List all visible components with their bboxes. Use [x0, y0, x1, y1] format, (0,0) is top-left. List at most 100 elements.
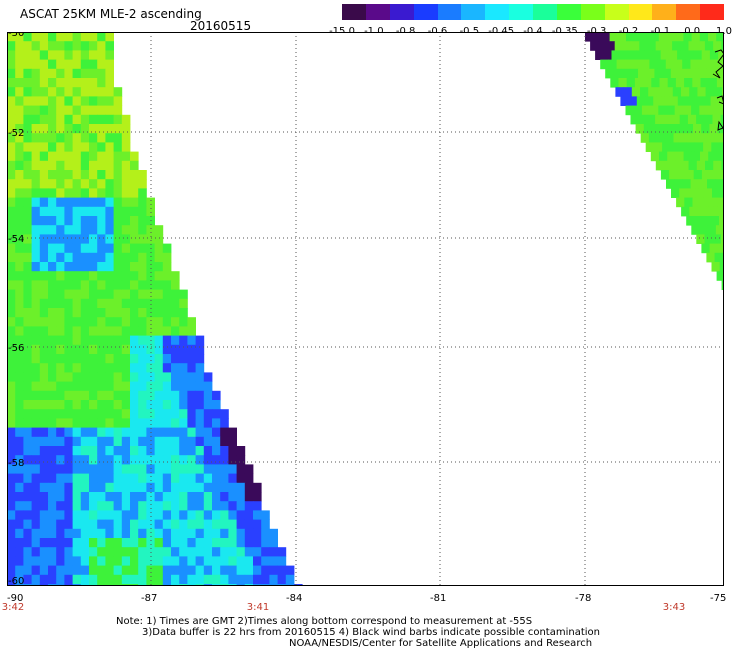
swath-cell: [56, 225, 65, 235]
swath-cell: [48, 455, 57, 465]
colorbar-segment: [365, 4, 390, 20]
swath-cell: [56, 344, 65, 355]
swath-cell: [113, 510, 123, 520]
swath-cell: [121, 372, 131, 382]
swath-cell: [130, 326, 139, 336]
swath-cell: [64, 105, 73, 116]
swath-cell: [121, 298, 131, 309]
swath-cell: [15, 243, 24, 254]
swath-cell: [680, 41, 689, 51]
swath-cell: [146, 262, 155, 272]
swath-cell: [89, 436, 98, 447]
swath-cell: [23, 78, 32, 88]
swath-cell: [23, 492, 32, 502]
swath-cell: [138, 482, 147, 493]
swath-cell: [619, 50, 629, 60]
swath-cell: [89, 252, 98, 263]
swath-cell: [64, 381, 73, 392]
swath-cell: [7, 528, 16, 539]
swath-cell: [228, 510, 237, 520]
swath-cell: [72, 50, 82, 60]
swath-cell: [89, 197, 98, 208]
swath-cell: [653, 96, 662, 106]
swath-cell: [80, 317, 90, 327]
swath-cell: [39, 105, 49, 116]
swath-cell: [15, 390, 24, 401]
swath-cell: [154, 482, 164, 493]
swath-cell: [97, 427, 106, 438]
swath-cell: [56, 124, 65, 134]
swath-cell: [31, 133, 41, 143]
swath-cell: [7, 262, 16, 272]
swath-cell: [56, 78, 65, 88]
swath-cell: [97, 482, 106, 493]
swath-cell: [664, 87, 674, 97]
swath-cell: [212, 547, 221, 557]
swath-cell: [39, 556, 49, 566]
swath-cell: [97, 298, 106, 309]
swath-cell: [48, 390, 57, 401]
swath-cell: [138, 528, 147, 539]
swath-cell: [696, 114, 705, 125]
swath-cell: [146, 372, 155, 382]
swath-cell: [80, 262, 90, 272]
swath-cell: [80, 188, 90, 198]
swath-cell: [631, 41, 640, 51]
swath-cell: [105, 105, 114, 116]
swath-cell: [670, 68, 680, 79]
swath-cell: [195, 390, 205, 401]
swath-cell: [23, 206, 32, 217]
swath-cell: [56, 473, 65, 484]
swath-cell: [15, 41, 24, 51]
swath-cell: [138, 225, 147, 235]
swath-cell: [261, 574, 270, 585]
swath-cell: [39, 436, 49, 447]
swath-cell: [105, 473, 114, 484]
swath-cell: [714, 252, 724, 263]
swath-cell: [212, 418, 221, 428]
swath-cell: [672, 87, 682, 97]
swath-cell: [130, 335, 139, 346]
swath-cell: [244, 547, 254, 557]
swath-cell: [72, 354, 82, 364]
swath-cell: [97, 335, 106, 346]
swath-cell: [138, 317, 147, 327]
swath-cell: [7, 179, 16, 189]
swath-cell: [23, 409, 32, 419]
swath-cell: [681, 133, 691, 143]
swath-cell: [31, 446, 41, 456]
swath-cell: [105, 280, 114, 290]
swath-cell: [56, 280, 65, 290]
swath-cell: [261, 510, 270, 520]
swath-cell: [121, 436, 131, 447]
swath-cell: [39, 418, 49, 428]
swath-cell: [648, 87, 657, 97]
swath-cell: [636, 96, 646, 106]
swath-cell: [614, 41, 624, 51]
swath-cell: [48, 197, 57, 208]
swath-cell: [72, 234, 82, 244]
swath-cell: [121, 252, 131, 263]
swath-cell: [89, 271, 98, 281]
swath-cell: [56, 574, 65, 585]
swath-cell: [89, 188, 98, 198]
swath-cell: [105, 41, 114, 51]
swath-cell: [652, 124, 661, 134]
swath-cell: [72, 464, 82, 474]
swath-cell: [649, 59, 658, 70]
swath-cell: [23, 354, 32, 364]
swath-cell: [72, 528, 82, 539]
swath-cell: [138, 547, 147, 557]
swath-cell: [15, 510, 24, 520]
swath-cell: [15, 446, 24, 456]
swath-cell: [89, 528, 98, 539]
swath-cell: [212, 492, 221, 502]
swath-cell: [64, 427, 73, 438]
swath-cell: [64, 216, 73, 226]
swath-cell: [646, 114, 656, 125]
swath-cell: [121, 446, 131, 456]
swath-cell: [7, 372, 16, 382]
swath-cell: [72, 197, 82, 208]
swath-cell: [195, 574, 205, 585]
swath-cell: [212, 464, 221, 474]
